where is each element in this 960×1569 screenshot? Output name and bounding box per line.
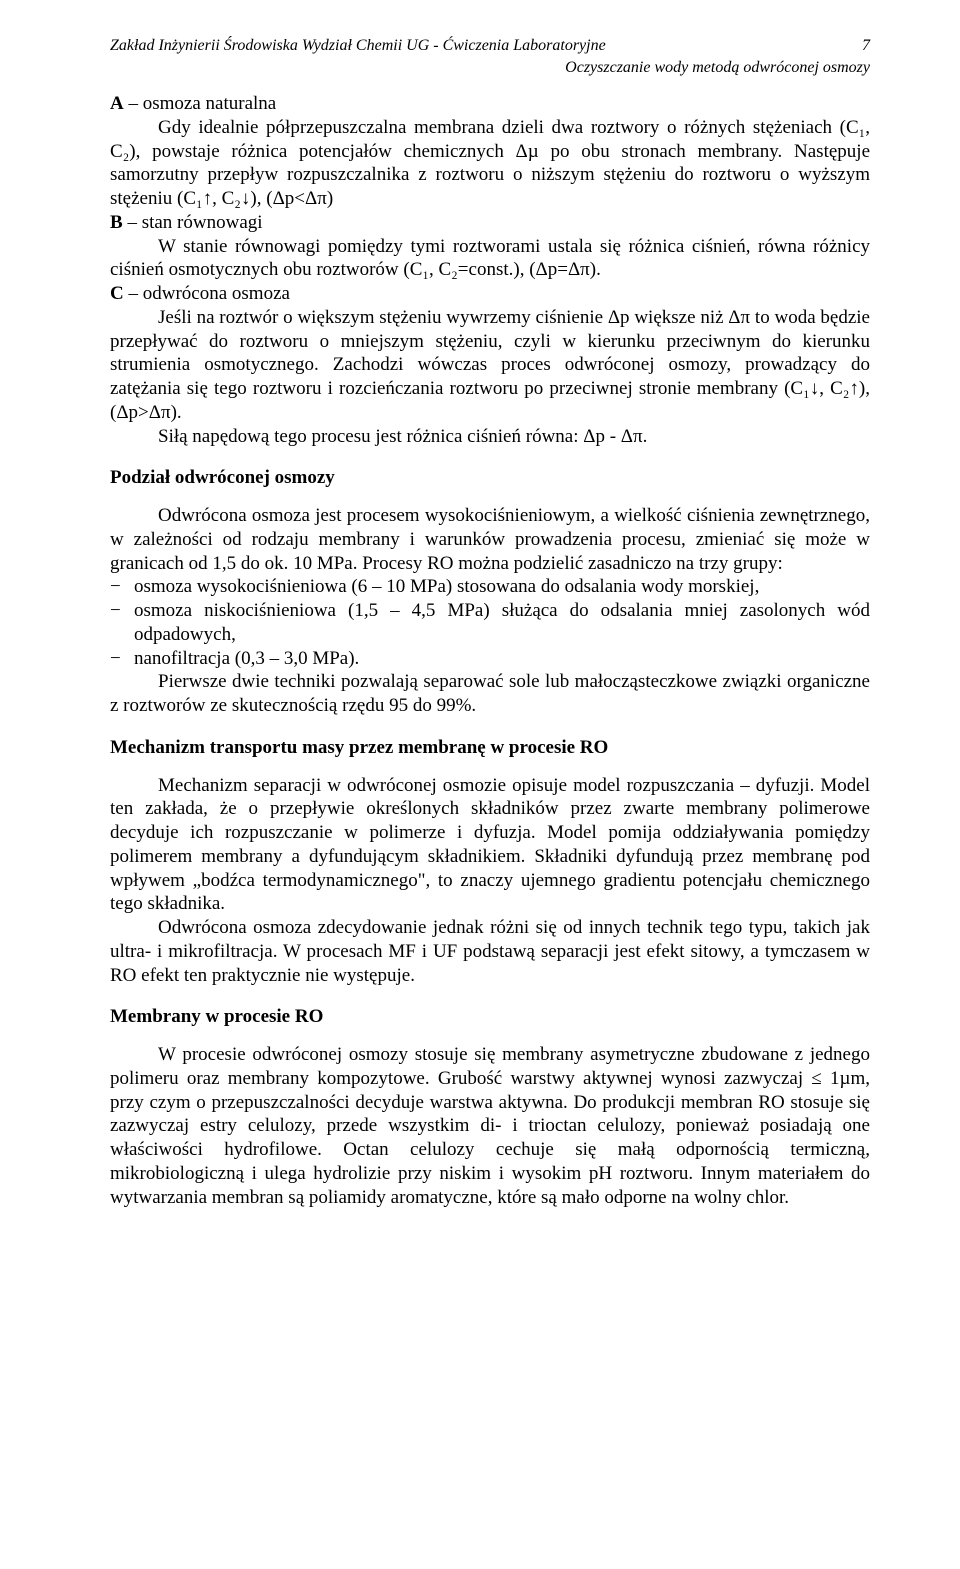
sec1-p1: Odwrócona osmoza jest procesem wysokociś…	[110, 504, 870, 575]
section-b-title: B – stan równowagi	[110, 211, 870, 235]
label-c: C	[110, 283, 124, 304]
page-header: Zakład Inżynierii Środowiska Wydział Che…	[110, 36, 870, 56]
sec1-p2: Pierwsze dwie techniki pozwalają separow…	[110, 670, 870, 718]
section-a-body: Gdy idealnie półprzepuszczalna membrana …	[110, 116, 870, 211]
bullet-dash-icon: −	[110, 575, 134, 599]
section-b-body: W stanie równowagi pomiędzy tymi roztwor…	[110, 235, 870, 283]
header-subtitle: Oczyszczanie wody metodą odwróconej osmo…	[110, 58, 870, 78]
section-c-body: Jeśli na roztwór o większym stężeniu wyw…	[110, 306, 870, 425]
sec3-p1: W procesie odwróconej osmozy stosuje się…	[110, 1043, 870, 1209]
bullet-dash-icon: −	[110, 599, 134, 647]
list-item: − osmoza wysokociśnieniowa (6 – 10 MPa) …	[110, 575, 870, 599]
page-number: 7	[862, 36, 870, 56]
bullet-dash-icon: −	[110, 647, 134, 671]
sec2-p2: Odwrócona osmoza zdecydowanie jednak róż…	[110, 916, 870, 987]
bullet-text: osmoza niskociśnieniowa (1,5 – 4,5 MPa) …	[134, 599, 870, 647]
heading-podzial: Podział odwróconej osmozy	[110, 466, 870, 490]
list-item: − nanofiltracja (0,3 – 3,0 MPa).	[110, 647, 870, 671]
text-c: – odwrócona osmoza	[124, 283, 290, 304]
text-b: – stan równowagi	[123, 212, 263, 233]
label-a: A	[110, 93, 124, 114]
text-a: – osmoza naturalna	[124, 93, 276, 114]
list-item: − osmoza niskociśnieniowa (1,5 – 4,5 MPa…	[110, 599, 870, 647]
heading-mechanizm: Mechanizm transportu masy przez membranę…	[110, 736, 870, 760]
section-c-title: C – odwrócona osmoza	[110, 282, 870, 306]
bullet-text: osmoza wysokociśnieniowa (6 – 10 MPa) st…	[134, 575, 870, 599]
sec2-p1: Mechanizm separacji w odwróconej osmozie…	[110, 774, 870, 917]
bullet-text: nanofiltracja (0,3 – 3,0 MPa).	[134, 647, 870, 671]
section-c-tail: Siłą napędową tego procesu jest różnica …	[110, 425, 870, 449]
label-b: B	[110, 212, 123, 233]
header-left: Zakład Inżynierii Środowiska Wydział Che…	[110, 36, 606, 56]
heading-membrany: Membrany w procesie RO	[110, 1005, 870, 1029]
section-a-title: A – osmoza naturalna	[110, 92, 870, 116]
